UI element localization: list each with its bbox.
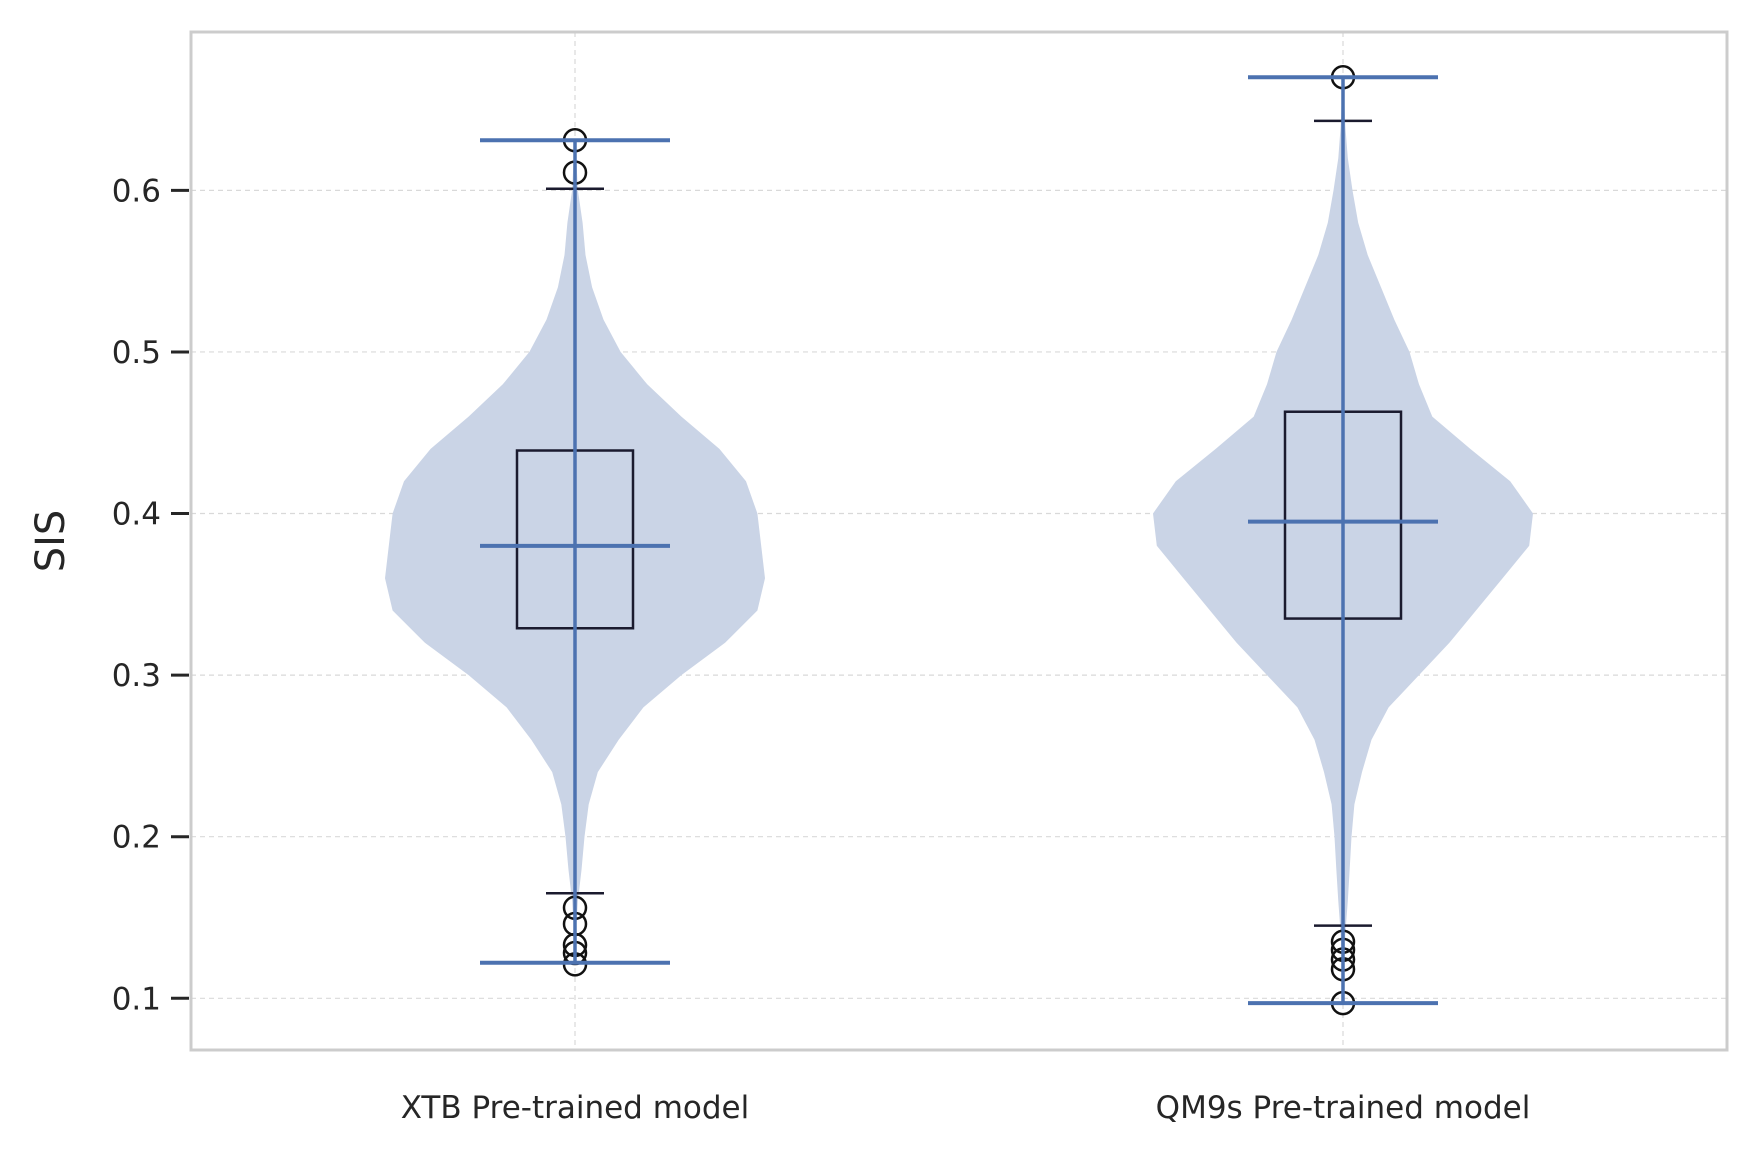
y-axis-label: SIS	[28, 510, 74, 573]
y-tick-label: 0.4	[112, 497, 161, 533]
x-tick-label: QM9s Pre-trained model	[1156, 1090, 1531, 1126]
y-tick-label: 0.5	[112, 335, 161, 371]
y-tick-label: 0.3	[112, 658, 161, 694]
plot-frame	[189, 30, 1729, 1052]
y-tick-label: 0.6	[112, 173, 161, 209]
y-tick-label: 0.1	[112, 981, 161, 1017]
y-tick-label: 0.2	[112, 820, 161, 856]
box-layer	[480, 64, 1438, 1016]
tick-layer: 0.1 0.2 0.3 0.4 0.5 0.6 XTB Pre-trained model Q…	[112, 173, 1531, 1126]
x-tick-label: XTB Pre-trained model	[401, 1090, 750, 1126]
